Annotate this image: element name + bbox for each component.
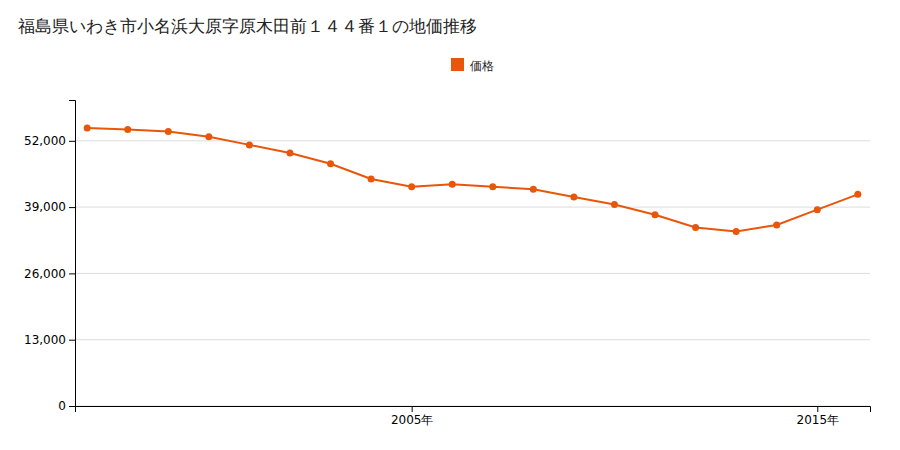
line	[87, 128, 858, 232]
point	[611, 201, 618, 208]
point	[530, 186, 537, 193]
tick-mark	[69, 207, 75, 208]
tick-mark	[69, 406, 75, 407]
legend-label: 価格	[470, 59, 494, 73]
y-axis: 0 13,000 26,000 39,000 52,000	[24, 101, 76, 414]
point	[854, 191, 861, 198]
tick-label: 2005年	[391, 413, 434, 427]
point	[246, 141, 253, 148]
title: 福島県いわき市小名浜大原字原木田前１４４番１の地価推移	[18, 16, 477, 36]
marks	[84, 125, 862, 236]
tick-label: 52,000	[24, 134, 66, 148]
grid-line	[75, 273, 870, 274]
point	[124, 126, 131, 133]
point	[733, 228, 740, 235]
tick: 52,000	[24, 134, 75, 148]
grid-line	[75, 207, 870, 208]
x-axis: 2005年 2015年	[76, 406, 871, 427]
tick-label: 2015年	[796, 413, 839, 427]
tick-mark	[69, 273, 75, 274]
point	[205, 133, 212, 140]
tick: 2015年	[796, 406, 839, 427]
point	[814, 206, 821, 213]
tick: 2005年	[391, 406, 434, 427]
tick: 26,000	[24, 267, 75, 281]
legend-item: 価格	[451, 58, 494, 73]
grid-line	[75, 140, 870, 141]
grid	[75, 141, 870, 406]
tick: 39,000	[24, 200, 75, 214]
point	[449, 181, 456, 188]
axis-line	[69, 101, 76, 407]
point	[286, 150, 293, 157]
tick-label: 0	[58, 399, 66, 413]
point	[489, 183, 496, 190]
point	[570, 193, 577, 200]
point	[692, 224, 699, 231]
point	[408, 183, 415, 190]
point	[84, 125, 91, 132]
axis-line	[76, 407, 871, 413]
chart: 福島県いわき市小名浜大原字原木田前１４４番１の地価推移 2005年 2015年 0 13…	[0, 0, 900, 450]
tick-label: 26,000	[24, 267, 66, 281]
point	[327, 160, 334, 167]
point	[368, 176, 375, 183]
tick-label: 39,000	[24, 200, 66, 214]
legend-swatch	[451, 58, 464, 71]
legend: 価格	[451, 58, 494, 73]
tick: 0	[58, 399, 75, 413]
tick-mark	[412, 406, 413, 412]
grid-line	[75, 339, 870, 340]
tick-label: 13,000	[24, 333, 66, 347]
tick-mark	[69, 141, 75, 142]
tick-mark	[69, 340, 75, 341]
tick: 13,000	[24, 333, 75, 347]
point	[652, 211, 659, 218]
tick-mark	[817, 406, 818, 412]
plot: 2005年 2015年 0 13,000 26,000 39,000 52,000	[24, 101, 871, 427]
point	[773, 221, 780, 228]
point	[165, 128, 172, 135]
